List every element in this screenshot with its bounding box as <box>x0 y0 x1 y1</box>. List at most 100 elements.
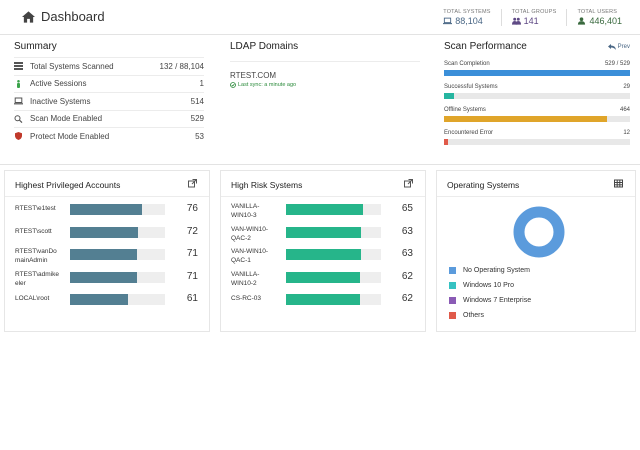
legend-item[interactable]: Windows 10 Pro <box>449 278 531 293</box>
bar-label: RTEST\e1test <box>15 205 56 212</box>
page-title-text: Dashboard <box>41 9 105 24</box>
progress-track <box>444 70 630 76</box>
bar-track <box>286 249 381 260</box>
summary-row: Scan Mode Enabled 529 <box>14 109 204 128</box>
bar-row[interactable]: VAN-WIN10- QAC-1 63 <box>221 247 425 270</box>
bar-label: RTEST\vanDo mainAdmin <box>15 248 57 264</box>
home-icon <box>22 10 35 23</box>
shield-icon <box>15 132 22 141</box>
bar-label: CS-RC-03 <box>231 295 261 302</box>
bar-value: 71 <box>186 248 198 259</box>
legend-item[interactable]: No Operating System <box>449 263 531 278</box>
bar-fill <box>286 271 360 283</box>
external-link-icon[interactable] <box>404 179 413 188</box>
bar-value: 61 <box>186 293 198 304</box>
summary-label: Scan Mode Enabled <box>30 114 103 124</box>
legend-item[interactable]: Others <box>449 308 531 323</box>
stat-total-groups[interactable]: TOTAL GROUPS 141 <box>500 9 567 26</box>
bar-row[interactable]: VAN-WIN10- QAC-2 63 <box>221 225 425 248</box>
scan-metric-value: 29 <box>623 83 630 90</box>
bar-row[interactable]: CS-RC-03 62 <box>221 292 425 315</box>
summary-row: Protect Mode Enabled 53 <box>14 127 204 145</box>
bar-fill <box>286 226 361 238</box>
bar-track <box>70 271 165 283</box>
bar-track <box>286 294 381 305</box>
scan-metric: Successful Systems 29 <box>444 82 630 99</box>
stat-total-systems[interactable]: TOTAL SYSTEMS 88,104 <box>433 9 500 26</box>
progress-track <box>444 93 630 99</box>
laptop-icon <box>443 17 453 25</box>
progress-fill <box>444 93 455 99</box>
check-circle-icon <box>230 82 236 88</box>
bar-value: 72 <box>186 225 198 237</box>
laptop-icon <box>14 97 23 105</box>
legend-swatch <box>449 312 456 319</box>
summary-row: Active Sessions 1 <box>14 74 204 93</box>
operating-systems-card: Operating Systems No Operating System Win… <box>436 170 636 332</box>
summary-value: 514 <box>190 96 204 106</box>
user-icon <box>578 17 586 25</box>
legend-item[interactable]: Windows 7 Enterprise <box>449 293 531 308</box>
bar-label: VANILLA- WIN10-3 <box>231 203 260 219</box>
bar-row[interactable]: VANILLA- WIN10-2 62 <box>221 270 425 293</box>
bar-row[interactable]: RTEST\scott 72 <box>5 225 209 248</box>
bar-value: 62 <box>401 270 413 282</box>
privileged-bar-list: RTEST\e1test 76 RTEST\scott 72 RTEST\vanDo ma… <box>5 202 209 315</box>
scan-title: Scan Performance <box>444 41 527 52</box>
summary-value: 53 <box>195 131 204 141</box>
progress-track <box>444 139 630 145</box>
risk-bar-list: VANILLA- WIN10-3 65 VAN-WIN10- QAC-2 63 VAN-WI… <box>221 202 425 315</box>
table-icon[interactable] <box>614 179 623 188</box>
scan-metric: Encountered Error 12 <box>444 128 630 145</box>
bar-track <box>70 204 165 215</box>
summary-value: 1 <box>199 79 204 89</box>
stat-value: 446,401 <box>589 16 622 26</box>
ldap-domain-name[interactable]: RTEST.COM <box>230 71 277 80</box>
bar-value: 62 <box>401 293 413 304</box>
summary-label: Protect Mode Enabled <box>30 131 110 141</box>
scan-metric-value: 464 <box>619 106 630 113</box>
bar-fill <box>286 294 360 305</box>
prev-button[interactable]: Prev <box>607 43 630 50</box>
ldap-sync-status: Last sync: a minute ago <box>230 82 420 88</box>
bar-label: VAN-WIN10- QAC-1 <box>231 248 269 264</box>
privileged-title: Highest Privileged Accounts <box>15 180 121 190</box>
bar-row[interactable]: LOCAL\root 61 <box>5 292 209 315</box>
legend-label: Others <box>463 312 485 319</box>
stat-total-users[interactable]: TOTAL USERS 446,401 <box>566 9 632 26</box>
progress-track <box>444 116 630 122</box>
legend-swatch <box>449 297 456 304</box>
scan-metric-label: Offline Systems <box>444 106 486 113</box>
ldap-panel: LDAP Domains RTEST.COM Last sync: a minu… <box>230 41 420 88</box>
legend-label: No Operating System <box>463 267 530 274</box>
bar-row[interactable]: RTEST\vanDo mainAdmin 71 <box>5 247 209 270</box>
summary-label: Total Systems Scanned <box>30 61 114 71</box>
os-title: Operating Systems <box>447 180 520 190</box>
scan-metric-label: Encountered Error <box>444 129 494 136</box>
page-title: Dashboard <box>22 9 105 24</box>
legend-label: Windows 7 Enterprise <box>463 297 532 304</box>
risk-title: High Risk Systems <box>231 180 303 190</box>
scan-metric-value: 529 / 529 <box>604 60 630 67</box>
top-panels: Summary Total Systems Scanned 132 / 88,1… <box>0 35 640 165</box>
bar-row[interactable]: VANILLA- WIN10-3 65 <box>221 202 425 225</box>
external-link-icon[interactable] <box>188 179 197 188</box>
summary-row: Total Systems Scanned 132 / 88,104 <box>14 57 204 75</box>
bar-fill <box>70 271 138 283</box>
bar-fill <box>70 294 128 305</box>
scan-metric-value: 12 <box>623 129 630 136</box>
bar-row[interactable]: RTEST\e1test 76 <box>5 202 209 225</box>
legend-swatch <box>449 267 456 274</box>
bar-value: 71 <box>186 270 198 282</box>
privileged-accounts-card: Highest Privileged Accounts RTEST\e1test… <box>4 170 210 332</box>
legend-label: Windows 10 Pro <box>463 282 514 289</box>
summary-value: 529 <box>190 114 204 124</box>
donut-slice[interactable] <box>513 206 565 258</box>
os-donut-chart[interactable] <box>513 206 565 258</box>
reply-arrow-icon <box>607 43 616 50</box>
stat-label: TOTAL SYSTEMS <box>443 9 491 15</box>
bar-row[interactable]: RTEST\admike eler 71 <box>5 270 209 293</box>
bar-track <box>286 271 381 283</box>
bar-label: RTEST\admike eler <box>15 270 59 287</box>
header-stats: TOTAL SYSTEMS 88,104 TOTAL GROUPS 141 TO… <box>433 9 632 26</box>
